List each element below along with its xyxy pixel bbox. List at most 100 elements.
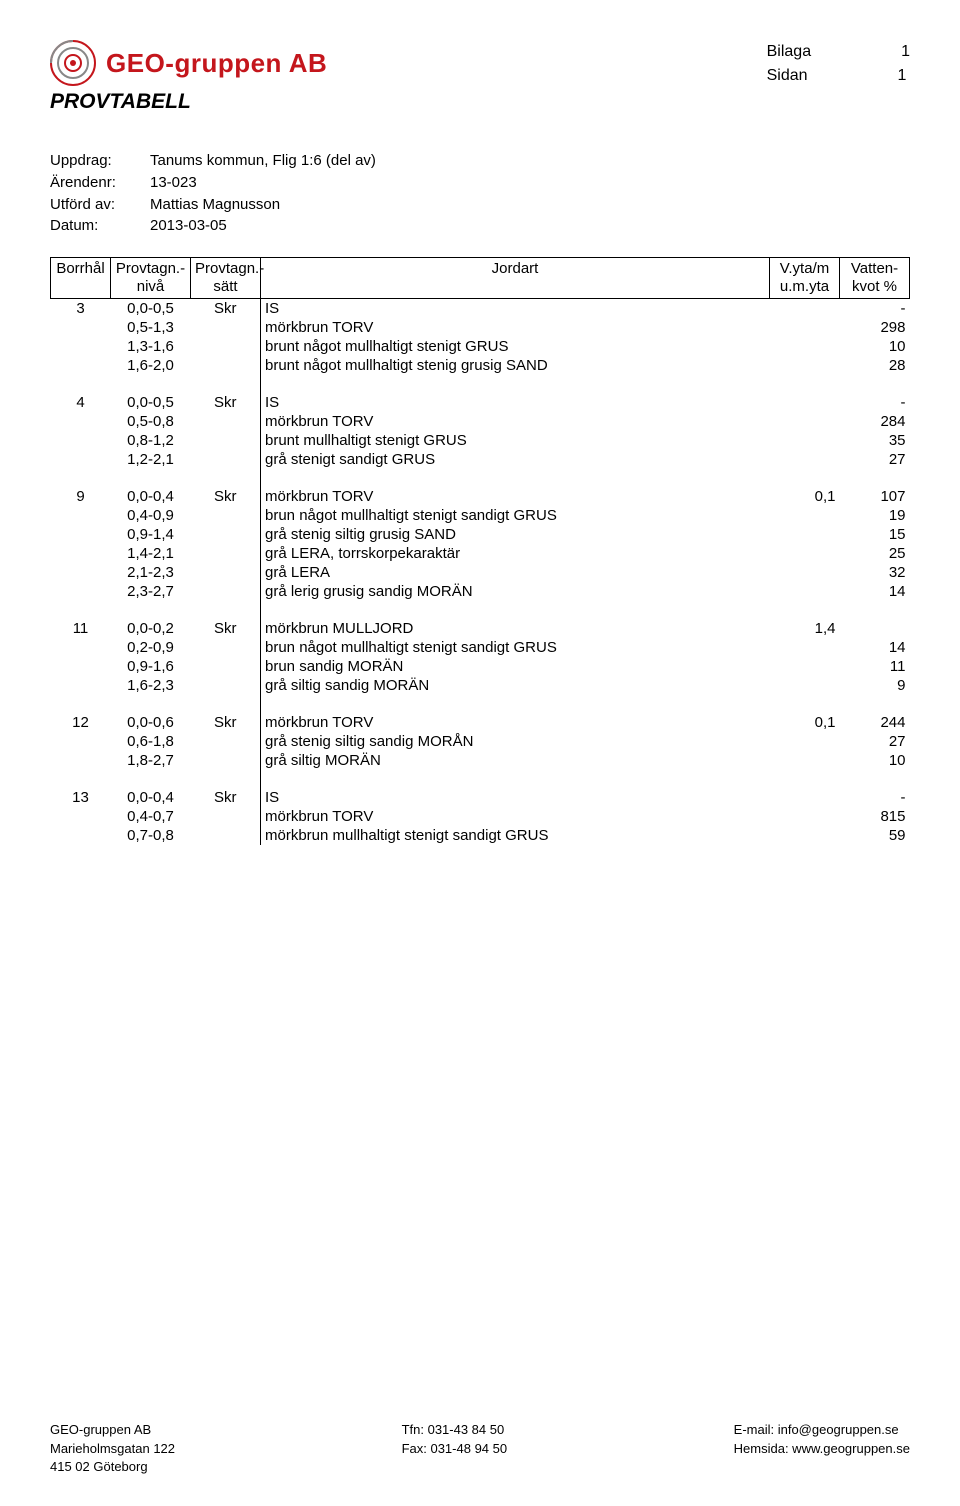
cell-jordart: brunt något mullhaltigt stenig grusig SA… — [261, 356, 770, 375]
spacer-cell — [191, 770, 261, 788]
cell-niva: 0,9-1,6 — [111, 657, 191, 676]
cell-jordart: grå stenig siltig grusig SAND — [261, 525, 770, 544]
cell-jordart: grå stenig siltig sandig MORÅN — [261, 732, 770, 751]
spacer-cell — [770, 375, 840, 393]
cell-kvot: 14 — [840, 638, 910, 657]
footer-col-phone: Tfn: 031-43 84 50 Fax: 031-48 94 50 — [402, 1421, 508, 1476]
cell-niva: 0,2-0,9 — [111, 638, 191, 657]
cell-niva: 1,8-2,7 — [111, 751, 191, 770]
datum-label: Datum: — [50, 215, 150, 237]
spacer-cell — [191, 469, 261, 487]
table-row: 1,2-2,1grå stenigt sandigt GRUS27 — [51, 450, 910, 469]
cell-satt: Skr — [191, 788, 261, 807]
cell-jordart: mörkbrun TORV — [261, 487, 770, 506]
cell-jordart: brunt mullhaltigt stenigt GRUS — [261, 431, 770, 450]
cell-niva: 0,0-0,5 — [111, 393, 191, 412]
cell-vyta — [770, 544, 840, 563]
cell-niva: 0,7-0,8 — [111, 826, 191, 845]
cell-jordart: grå lerig grusig sandig MORÄN — [261, 582, 770, 601]
cell-niva: 1,4-2,1 — [111, 544, 191, 563]
spacer-cell — [770, 695, 840, 713]
spacer-cell — [51, 375, 111, 393]
table-row: 90,0-0,4Skrmörkbrun TORV0,1107 — [51, 487, 910, 506]
spacer-cell — [840, 695, 910, 713]
cell-kvot: 28 — [840, 356, 910, 375]
company-name: GEO-gruppen AB — [106, 48, 327, 79]
cell-vyta — [770, 638, 840, 657]
cell-kvot: 244 — [840, 713, 910, 732]
cell-kvot: 284 — [840, 412, 910, 431]
geo-logo-icon — [50, 40, 96, 86]
cell-kvot: 32 — [840, 563, 910, 582]
doc-title: PROVTABELL — [50, 90, 327, 114]
cell-borrhal — [51, 337, 111, 356]
cell-kvot: - — [840, 299, 910, 319]
cell-borrhal — [51, 732, 111, 751]
cell-vyta — [770, 525, 840, 544]
cell-kvot: 27 — [840, 732, 910, 751]
cell-jordart: mörkbrun TORV — [261, 713, 770, 732]
cell-vyta — [770, 299, 840, 319]
spacer-cell — [51, 770, 111, 788]
spacer-cell — [51, 601, 111, 619]
group-spacer — [51, 770, 910, 788]
spacer-cell — [51, 695, 111, 713]
cell-vyta — [770, 506, 840, 525]
cell-kvot: 59 — [840, 826, 910, 845]
table-row: 120,0-0,6Skrmörkbrun TORV0,1244 — [51, 713, 910, 732]
cell-borrhal — [51, 751, 111, 770]
cell-kvot: 9 — [840, 676, 910, 695]
table-row: 130,0-0,4SkrIS- — [51, 788, 910, 807]
cell-niva: 0,5-0,8 — [111, 412, 191, 431]
cell-niva: 0,0-0,2 — [111, 619, 191, 638]
cell-borrhal: 11 — [51, 619, 111, 638]
cell-kvot: 815 — [840, 807, 910, 826]
cell-satt — [191, 676, 261, 695]
cell-vyta: 0,1 — [770, 487, 840, 506]
cell-vyta — [770, 431, 840, 450]
cell-borrhal: 12 — [51, 713, 111, 732]
table-row: 0,4-0,7mörkbrun TORV815 — [51, 807, 910, 826]
cell-niva: 0,9-1,4 — [111, 525, 191, 544]
table-row: 0,5-0,8 mörkbrun TORV 284 — [51, 412, 910, 431]
cell-jordart: mörkbrun TORV — [261, 412, 770, 431]
cell-niva: 0,0-0,4 — [111, 788, 191, 807]
cell-borrhal — [51, 525, 111, 544]
footer-col-web: E-mail: info@geogruppen.se Hemsida: www.… — [734, 1421, 910, 1476]
uppdrag-value: Tanums kommun, Flig 1:6 (del av) — [150, 150, 376, 172]
page-header: GEO-gruppen AB PROVTABELL Bilaga 1 Sidan… — [50, 40, 910, 150]
uppdrag-label: Uppdrag: — [50, 150, 150, 172]
spacer-cell — [191, 601, 261, 619]
sidan-label: Sidan — [767, 64, 808, 88]
spacer-cell — [840, 469, 910, 487]
group-spacer — [51, 469, 910, 487]
spacer-cell — [261, 375, 770, 393]
cell-kvot: - — [840, 788, 910, 807]
cell-kvot: 19 — [840, 506, 910, 525]
cell-kvot: 14 — [840, 582, 910, 601]
th-vyta: V.yta/m u.m.yta — [770, 258, 840, 299]
utford-value: Mattias Magnusson — [150, 194, 280, 216]
footer-address-1: Marieholmsgatan 122 — [50, 1440, 175, 1458]
cell-borrhal — [51, 826, 111, 845]
cell-borrhal — [51, 807, 111, 826]
table-row: 30,0-0,5SkrIS- — [51, 299, 910, 319]
table-row: 40,0-0,5SkrIS- — [51, 393, 910, 412]
th-kvot: Vatten-kvot % — [840, 258, 910, 299]
cell-vyta — [770, 393, 840, 412]
cell-kvot: - — [840, 393, 910, 412]
cell-vyta: 1,4 — [770, 619, 840, 638]
spacer-cell — [51, 469, 111, 487]
cell-vyta — [770, 563, 840, 582]
footer-company: GEO-gruppen AB — [50, 1421, 175, 1439]
table-row: 0,2-0,9brun något mullhaltigt stenigt sa… — [51, 638, 910, 657]
footer-web: Hemsida: www.geogruppen.se — [734, 1440, 910, 1458]
cell-satt — [191, 751, 261, 770]
cell-borrhal — [51, 563, 111, 582]
spacer-cell — [770, 601, 840, 619]
spacer-cell — [261, 601, 770, 619]
cell-borrhal — [51, 450, 111, 469]
cell-satt — [191, 732, 261, 751]
table-row: 0,5-1,3mörkbrun TORV298 — [51, 318, 910, 337]
cell-jordart: mörkbrun mullhaltigt stenigt sandigt GRU… — [261, 826, 770, 845]
